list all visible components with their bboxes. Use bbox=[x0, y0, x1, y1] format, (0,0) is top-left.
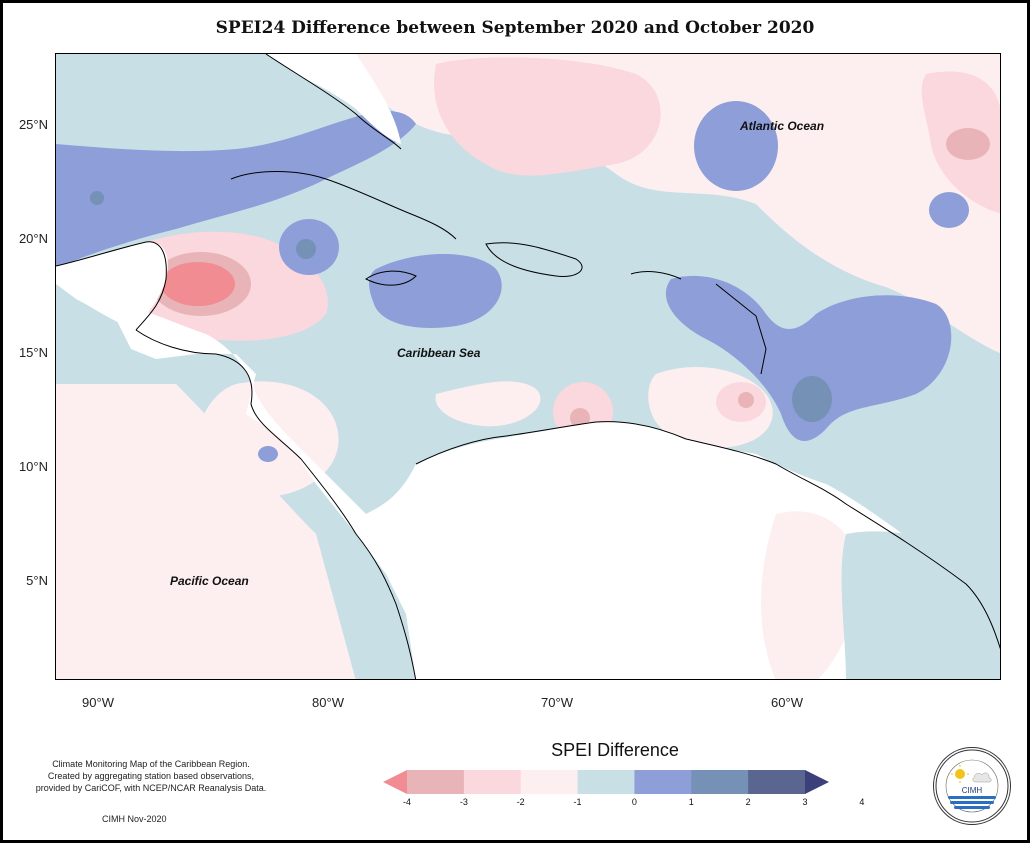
legend-cell bbox=[691, 770, 749, 794]
label-caribbean-sea: Caribbean Sea bbox=[397, 346, 481, 360]
blue-spot-pacific bbox=[258, 446, 278, 462]
map-panel bbox=[55, 53, 1001, 680]
lon-tick-90w: 90°W bbox=[82, 695, 114, 710]
info-line: Climate Monitoring Map of the Caribbean … bbox=[52, 759, 250, 769]
legend-cell bbox=[634, 770, 692, 794]
lon-tick-80w: 80°W bbox=[312, 695, 344, 710]
pink-zone-north-core bbox=[434, 57, 661, 176]
blue-band-gulf bbox=[56, 111, 416, 270]
lat-tick-20n: 20°N bbox=[18, 231, 48, 246]
legend-title: SPEI Difference bbox=[551, 740, 679, 760]
blue-blob-jamaica bbox=[369, 254, 502, 328]
lat-tick-10n: 10°N bbox=[18, 459, 48, 474]
legend-tick-label: -4 bbox=[402, 797, 411, 807]
pink-zone-guianas bbox=[761, 511, 859, 679]
legend-cell-arrow-low bbox=[383, 770, 407, 794]
map-title: SPEI24 Difference between September 2020… bbox=[215, 18, 815, 38]
blue-spot-antilles bbox=[792, 376, 832, 422]
label-pacific-ocean: Pacific Ocean bbox=[170, 574, 249, 588]
legend-cell bbox=[748, 770, 806, 794]
legend-tick-label: -1 bbox=[573, 797, 582, 807]
label-atlantic-ocean: Atlantic Ocean bbox=[740, 119, 825, 133]
credit-stamp: CIMH Nov-2020 bbox=[102, 814, 167, 824]
coastlines bbox=[56, 54, 1000, 679]
blue-spot-gulf bbox=[90, 191, 104, 205]
lat-tick-5n: 5°N bbox=[26, 573, 48, 588]
blue-band-antilles bbox=[665, 275, 952, 441]
legend-tick-label: 3 bbox=[802, 797, 808, 807]
legend-tick-label: 0 bbox=[631, 797, 637, 807]
sun-icon bbox=[955, 769, 965, 779]
spei-field bbox=[56, 54, 1000, 679]
lat-tick-15n: 15°N bbox=[18, 345, 48, 360]
pink-core-west-caribbean-inner bbox=[161, 262, 235, 306]
land-yucatan bbox=[56, 241, 168, 329]
blue-blob-east bbox=[929, 192, 969, 228]
map-description: Climate Monitoring Map of the Caribbean … bbox=[20, 758, 282, 794]
wave-icon bbox=[948, 796, 996, 809]
pink-zone-pacific-south bbox=[56, 384, 356, 679]
land-florida bbox=[266, 54, 401, 144]
cloud-icon bbox=[972, 772, 992, 783]
legend-cell bbox=[577, 770, 635, 794]
legend-tick-label: 1 bbox=[688, 797, 694, 807]
blue-zone-guianas bbox=[841, 531, 1000, 679]
legend-cell-arrow-high bbox=[805, 770, 829, 794]
logo-emblem: CIMH bbox=[935, 749, 1009, 823]
pink-spot-northeast bbox=[946, 128, 990, 160]
lon-tick-70w: 70°W bbox=[541, 695, 573, 710]
pink-spot-southeast bbox=[738, 392, 754, 408]
info-line: Created by aggregating station based obs… bbox=[47, 771, 255, 781]
legend-tick-label: 2 bbox=[745, 797, 751, 807]
legend-cell bbox=[407, 770, 465, 794]
pink-spot-abc bbox=[570, 408, 590, 428]
blue-blob-atlantic bbox=[694, 101, 778, 191]
legend-cell bbox=[463, 770, 522, 794]
legend-tick-label: 4 bbox=[859, 797, 865, 807]
lon-tick-60w: 60°W bbox=[771, 695, 803, 710]
blue-spot-cayman bbox=[296, 239, 316, 259]
info-line: provided by CariCOF, with NCEP/NCAR Rean… bbox=[35, 783, 267, 793]
legend-cell bbox=[520, 770, 579, 794]
pink-zone-central-south bbox=[435, 381, 541, 427]
lat-tick-25n: 25°N bbox=[18, 117, 48, 132]
cimh-logo: CIMH bbox=[933, 747, 1011, 825]
legend-colorbar bbox=[383, 770, 829, 794]
legend-tick-label: -3 bbox=[459, 797, 468, 807]
legend-tick-label: -2 bbox=[516, 797, 525, 807]
logo-name: CIMH bbox=[962, 786, 983, 795]
